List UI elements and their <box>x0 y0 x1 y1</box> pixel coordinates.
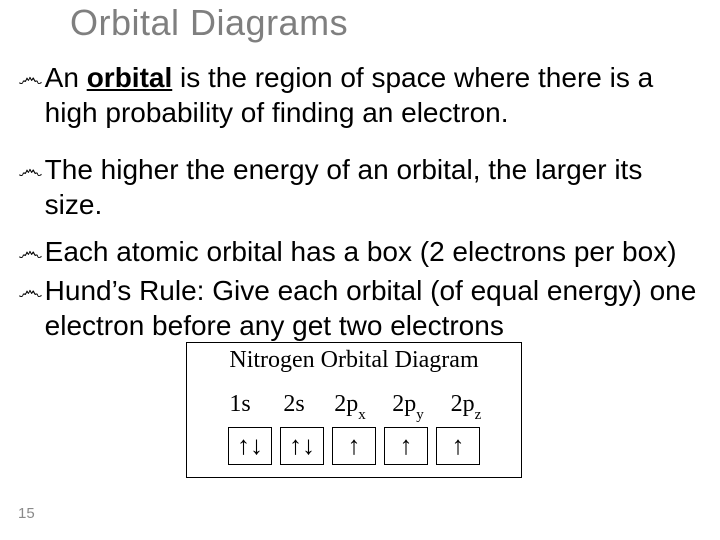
bullet-marker-icon: ෴ <box>18 154 43 187</box>
bullet-1-keyword: orbital <box>87 62 173 93</box>
bullet-marker-icon: ෴ <box>18 62 43 95</box>
orbital-labels-row: 1s 2s 2px 2py 2pz <box>187 391 521 422</box>
page-number: 15 <box>18 505 35 522</box>
orbital-label-text: 2p <box>334 391 358 417</box>
diagram-title: Nitrogen Orbital Diagram <box>187 347 521 374</box>
slide-title: Orbital Diagrams <box>70 2 348 44</box>
bullet-3: ෴ Each atomic orbital has a box (2 elect… <box>18 234 702 269</box>
bullet-2: ෴ The higher the energy of an orbital, t… <box>18 152 702 222</box>
orbital-label-text: 2p <box>392 391 416 417</box>
orbital-box: ↑↓ <box>280 427 324 465</box>
orbital-label-text: 1s <box>229 391 250 417</box>
body-text: ෴ An orbital is the region of space wher… <box>18 60 702 355</box>
orbital-label-text: 2p <box>451 391 475 417</box>
electron-arrows: ↑ <box>452 433 465 459</box>
bullet-marker-icon: ෴ <box>18 236 43 269</box>
orbital-label-sub: y <box>416 407 424 423</box>
electron-arrows: ↑ <box>348 433 361 459</box>
orbital-box: ↑ <box>436 427 480 465</box>
bullet-4-text: Hund’s Rule: Give each orbital (of equal… <box>45 273 702 343</box>
orbital-diagram: Nitrogen Orbital Diagram 1s 2s 2px 2py 2… <box>186 342 522 478</box>
electron-arrows: ↑↓ <box>289 433 315 459</box>
bullet-2-text: The higher the energy of an orbital, the… <box>45 152 702 222</box>
bullet-3-text: Each atomic orbital has a box (2 electro… <box>45 234 702 269</box>
orbital-label-sub: z <box>475 407 482 423</box>
orbital-label: 2py <box>380 391 436 422</box>
bullet-1-text: An orbital is the region of space where … <box>45 60 702 130</box>
electron-arrows: ↑ <box>400 433 413 459</box>
bullet-1: ෴ An orbital is the region of space wher… <box>18 60 702 130</box>
orbital-box: ↑↓ <box>228 427 272 465</box>
orbital-box: ↑ <box>384 427 428 465</box>
bullet-marker-icon: ෴ <box>18 275 43 308</box>
orbital-boxes-row: ↑↓ ↑↓ ↑ ↑ ↑ <box>187 427 521 465</box>
slide: Orbital Diagrams ෴ An orbital is the reg… <box>0 0 720 540</box>
bullet-1-pre: An <box>45 62 87 93</box>
bullet-4: ෴ Hund’s Rule: Give each orbital (of equ… <box>18 273 702 343</box>
orbital-label-sub: x <box>358 407 366 423</box>
orbital-label-text: 2s <box>283 391 304 417</box>
electron-arrows: ↑↓ <box>237 433 263 459</box>
orbital-box: ↑ <box>332 427 376 465</box>
orbital-label: 2s <box>268 391 320 422</box>
orbital-label: 1s <box>214 391 266 422</box>
orbital-label: 2pz <box>438 391 494 422</box>
orbital-label: 2px <box>322 391 378 422</box>
